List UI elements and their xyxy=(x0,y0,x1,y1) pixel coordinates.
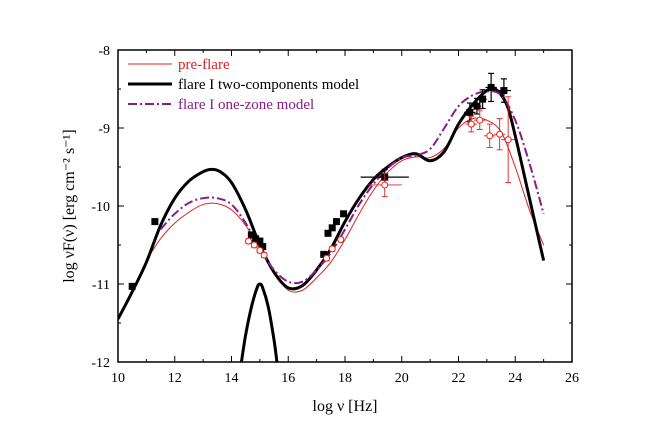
x-tick-label: 20 xyxy=(395,371,409,386)
y-tick-labels: -12 -11 -10 -9 -8 xyxy=(91,44,110,371)
y-tick-label: -10 xyxy=(91,200,110,215)
x-tick-label: 22 xyxy=(452,371,466,386)
x-tick-label: 24 xyxy=(508,371,522,386)
pre-flare-data-point xyxy=(493,118,506,151)
x-tick-label: 14 xyxy=(225,371,239,386)
x-tick-label: 10 xyxy=(111,371,125,386)
y-tick-label: -8 xyxy=(98,44,110,59)
x-tick-label: 18 xyxy=(338,371,352,386)
y-tick-label: -12 xyxy=(91,356,110,371)
flare-data-point xyxy=(151,218,159,226)
pre-flare-data-point xyxy=(245,237,253,245)
pre-flare-data-point xyxy=(484,123,496,148)
flare-data-point xyxy=(340,210,348,218)
pre-flare-data-point xyxy=(260,251,268,259)
legend-label-pre-flare: pre-flare xyxy=(178,57,230,73)
flare-data-point xyxy=(332,218,340,226)
flare-data-point xyxy=(472,97,482,115)
y-tick-label: -9 xyxy=(98,122,110,137)
legend-label-one-zone: flare I one-zone model xyxy=(178,97,314,113)
x-axis-label: log ν [Hz] xyxy=(313,398,378,415)
flare-data-point xyxy=(485,72,497,103)
y-tick-label: -11 xyxy=(92,278,110,293)
legend: pre-flare flare I two-components model f… xyxy=(128,57,359,113)
pre-flare-data-point xyxy=(501,96,516,184)
pre-flare-data-point xyxy=(328,245,336,253)
flare-data-point xyxy=(478,89,487,110)
pre-flare-data-point xyxy=(337,236,345,244)
axis-ticks xyxy=(117,49,573,363)
pre-flare-data-point xyxy=(465,115,477,133)
flare-data-point xyxy=(128,282,136,290)
y-axis-label: log νF(ν) [erg cm⁻² s⁻¹] xyxy=(61,129,78,283)
series-line-flare-i-one-zone-model xyxy=(159,90,545,285)
series-line-flare-i-external-component xyxy=(239,282,279,362)
x-tick-label: 26 xyxy=(565,371,579,386)
series-line-pre-flare xyxy=(145,117,545,293)
legend-label-two-components: flare I two-components model xyxy=(178,77,359,93)
x-tick-labels: 10 12 14 16 18 20 22 24 26 xyxy=(111,371,579,386)
pre-flare-data-point xyxy=(250,241,258,249)
pre-flare-data-point xyxy=(323,254,331,262)
data-points-layer xyxy=(128,72,516,290)
x-tick-label: 16 xyxy=(281,371,295,386)
pre-flare-data-point xyxy=(474,110,486,131)
flare-data-point xyxy=(328,224,336,232)
x-tick-label: 12 xyxy=(168,371,182,386)
pre-flare-data-point xyxy=(367,172,402,198)
flare-data-point xyxy=(496,78,511,103)
